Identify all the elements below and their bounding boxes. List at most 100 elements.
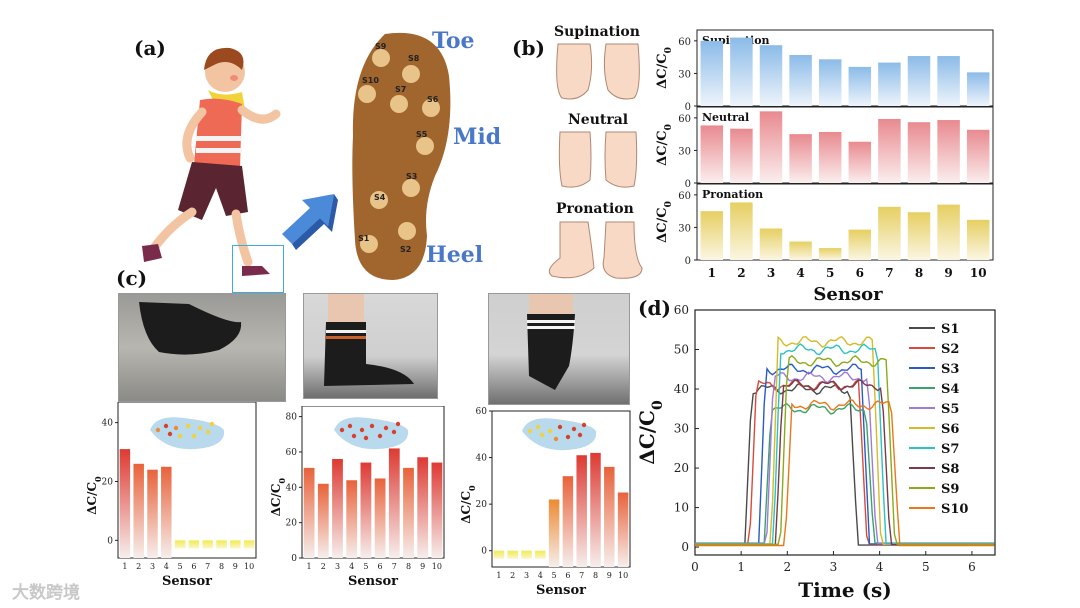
c-insole-icon [334,417,409,450]
c-insole-dot [209,421,215,427]
c-insole-dot [363,435,369,441]
sensor-label-s3: S3 [406,172,418,181]
c-insole-dot [177,433,183,439]
c-xtick-label: 6 [378,562,383,571]
c-xtick-label: 9 [607,571,612,580]
sensor-label-s8: S8 [408,54,420,63]
b-bar-2-2 [730,128,753,183]
b-bar-2-6 [848,141,872,183]
foot-photo-flat [303,293,438,399]
c-xtick-label: 4 [164,562,169,571]
c-insole-dot [535,424,541,430]
d-series-line-s5 [695,371,995,545]
d-xlabel: Time (s) [798,578,892,602]
b-xtick-label: 3 [767,266,775,280]
c-insole-dot [565,434,571,440]
c-ytick-label: 80 [286,413,298,423]
c-xlabel: Sensor [348,574,398,589]
b-bar-3-6 [848,229,872,260]
c-bar-9 [417,457,429,558]
posture-pronation-label: Pronation [556,201,634,217]
c-xtick-label: 10 [244,562,254,571]
posture-bar-charts: Supination03060ΔC/C0Neutral03060ΔC/C0Pro… [655,29,994,305]
c-ytick-label: 20 [476,500,488,510]
c-bar-7 [388,448,400,558]
c-xtick-label: 3 [150,562,155,571]
sensor-label-s2: S2 [400,245,412,254]
c-xtick-label: 5 [363,562,368,571]
c-bar-9 [230,540,241,549]
posture-supination-label: Supination [554,24,640,40]
c-bar-4 [161,466,172,558]
sensor-label-s6: S6 [427,95,439,104]
c-bar-9 [604,466,615,567]
c-insole-dot [155,427,161,433]
d-xtick-label: 6 [968,560,976,574]
c-ytick-label: 60 [476,407,488,417]
c-insole-dot [547,428,553,434]
d-ytick-label: 50 [674,343,689,357]
c-bar-7 [202,540,213,549]
b-xtick-label: 6 [856,266,864,280]
d-ytick-label: 20 [674,461,689,475]
c-insole-dot [347,423,353,429]
c-bar-6 [562,476,574,567]
c-insole-dot [339,427,345,433]
b-ytick-label: 0 [685,102,691,113]
c-insole-dot [173,425,179,431]
b-bar-1-5 [818,59,842,106]
c-bar-8 [216,540,227,549]
c-xtick-label: 10 [432,562,442,571]
panel-label-d: (d) [638,296,671,320]
sensor-label-s9: S9 [375,42,387,51]
b-bar-2-1 [700,125,724,183]
sensor-label-s1: S1 [358,234,370,243]
c-insole-shape [522,418,597,451]
foot-photo-toe-off [488,293,630,405]
c-ytick-label: 40 [102,419,114,429]
c-insole-dot [577,432,583,438]
c-bar-2 [133,463,144,558]
c-xtick-label: 9 [420,562,425,571]
d-series-line-s10 [695,398,995,547]
b-frame-2 [696,106,994,184]
c-xtick-label: 1 [122,562,127,571]
foot-photo-heel-strike [118,293,286,402]
b-bar-2-9 [937,120,960,183]
runner-illustration [142,47,281,276]
d-ylabel: ΔC/C0 [635,400,666,465]
b-bar-2-5 [818,131,842,183]
c-xtick-label: 10 [618,571,628,580]
feet-pronation-image [548,221,643,279]
d-legend-label-s2: S2 [941,342,959,357]
c-bar-1 [119,449,131,558]
d-ytick-label: 0 [681,540,689,554]
b-bar-3-7 [878,206,901,260]
c-bar-4 [346,480,358,558]
b-ytick-label: 30 [678,223,691,234]
b-bar-3-3 [759,228,783,260]
zone-toe-label: Toe [432,28,475,54]
b-xtick-label: 8 [915,266,923,280]
b-ytick-label: 0 [685,179,691,190]
c-bar-3 [332,459,343,558]
c-bar-5 [548,499,560,567]
c-insole-dot [571,426,577,432]
b-ytick-label: 60 [678,114,691,125]
b-frame-1 [696,29,994,107]
c-xtick-label: 2 [510,571,515,580]
c-insole-dot [205,429,211,435]
c-bar-10 [431,462,443,558]
c-insole-dot [557,424,563,430]
c-insole-dot [383,425,389,431]
b-chart-title-3: Pronation [702,188,763,201]
panel-label-b: (b) [512,36,545,60]
c-xtick-label: 5 [552,571,557,580]
c-xtick-label: 5 [178,562,183,571]
d-xtick-label: 1 [737,560,745,574]
d-xtick-label: 2 [783,560,791,574]
b-ytick-label: 0 [685,256,691,267]
b-bar-1-8 [907,56,931,106]
c-insole-dot [197,425,203,431]
c-bar-1 [493,550,505,559]
